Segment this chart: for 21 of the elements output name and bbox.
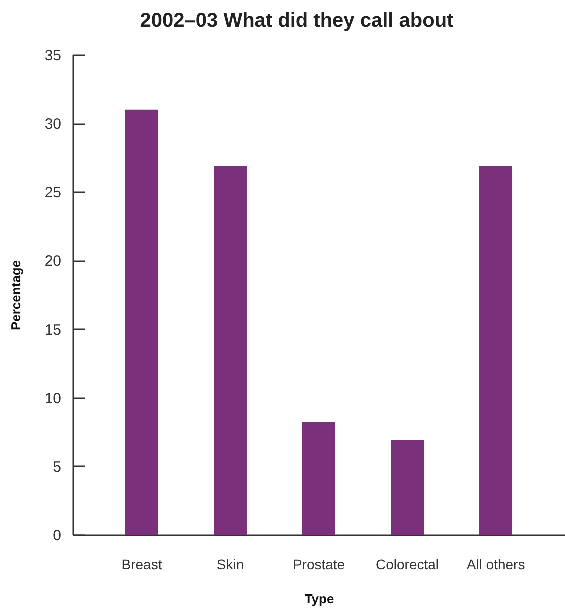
x-tick-label: Prostate (292, 556, 346, 572)
x-tick-label: Colorectal (376, 556, 440, 572)
y-axis-title: Percentage (8, 260, 24, 331)
y-tick-label: 35 (44, 48, 62, 64)
bar (214, 166, 247, 535)
y-tick-label: 20 (44, 253, 62, 270)
y-tick-label: 25 (44, 184, 62, 202)
x-tick-label: Skin (216, 556, 244, 572)
bar (480, 166, 513, 535)
bar (125, 110, 158, 535)
bar (302, 422, 336, 535)
x-axis-title: Type (304, 592, 334, 606)
x-tick-label: Breast (122, 556, 162, 572)
y-tick-label: 10 (44, 390, 62, 408)
y-tick-label: 30 (44, 116, 62, 134)
bar (391, 440, 424, 535)
y-tick-label: 0 (53, 528, 62, 544)
x-tick-label: All others (466, 556, 526, 572)
y-tick-label: 15 (44, 322, 62, 339)
y-tick-label: 5 (53, 458, 62, 476)
chart-title: 2002–03 What did they call about (140, 10, 454, 32)
